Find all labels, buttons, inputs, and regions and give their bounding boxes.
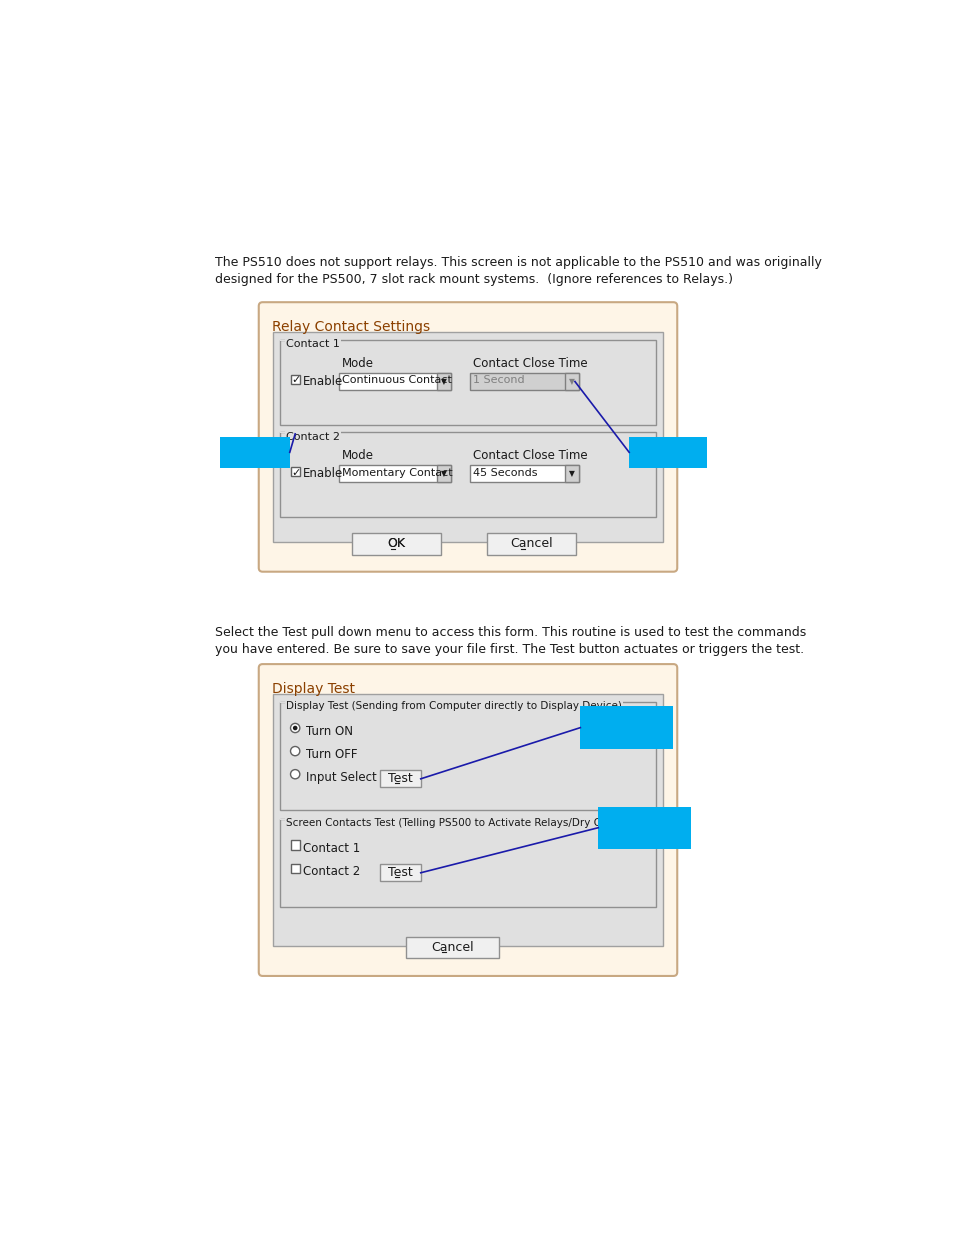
- Bar: [470, 466, 578, 483]
- Text: Display Test: Display Test: [272, 682, 355, 695]
- Text: Contact 2: Contact 2: [286, 431, 339, 442]
- Bar: [279, 701, 656, 810]
- Bar: [436, 466, 451, 483]
- Text: Turn ON: Turn ON: [306, 725, 353, 739]
- Circle shape: [291, 769, 299, 779]
- Bar: [274, 694, 661, 946]
- Bar: [629, 437, 706, 468]
- Bar: [579, 706, 673, 748]
- Bar: [279, 340, 656, 425]
- Text: Input Select: Input Select: [306, 771, 376, 784]
- Text: The PS510 does not support relays. This screen is not applicable to the PS510 an: The PS510 does not support relays. This …: [214, 256, 821, 269]
- Text: Contact 1: Contact 1: [303, 842, 360, 855]
- Circle shape: [293, 726, 297, 730]
- Bar: [564, 373, 578, 390]
- Text: Mode: Mode: [341, 450, 374, 462]
- FancyBboxPatch shape: [258, 303, 677, 572]
- Bar: [487, 534, 576, 555]
- Bar: [220, 437, 290, 468]
- Bar: [274, 332, 661, 542]
- Bar: [406, 936, 498, 958]
- Text: Cancel: Cancel: [431, 941, 474, 953]
- Text: Enable: Enable: [303, 374, 343, 388]
- Text: Continuous Contact: Continuous Contact: [341, 375, 451, 385]
- Text: Test: Test: [388, 772, 413, 785]
- Text: 1 Second: 1 Second: [473, 375, 524, 385]
- FancyBboxPatch shape: [258, 664, 677, 976]
- Text: Relay Contact Settings: Relay Contact Settings: [272, 320, 430, 333]
- Text: Display Test (Sending from Computer directly to Display Device): Display Test (Sending from Computer dire…: [286, 701, 621, 711]
- Text: Screen Contacts Test (Telling PS500 to Activate Relays/Dry Contacts): Screen Contacts Test (Telling PS500 to A…: [286, 818, 643, 829]
- Text: Enable: Enable: [303, 467, 343, 480]
- Bar: [279, 432, 656, 517]
- Bar: [291, 467, 299, 477]
- Circle shape: [291, 746, 299, 756]
- Text: you have entered. Be sure to save your file first. The Test button actuates or t: you have entered. Be sure to save your f…: [214, 642, 802, 656]
- Text: ▼: ▼: [568, 377, 575, 387]
- Text: Contact Close Time: Contact Close Time: [473, 450, 587, 462]
- Bar: [338, 466, 451, 483]
- Text: Contact 2: Contact 2: [303, 864, 360, 878]
- Text: 45 Seconds: 45 Seconds: [473, 468, 537, 478]
- Text: designed for the PS500, 7 slot rack mount systems.  (Ignore references to Relays: designed for the PS500, 7 slot rack moun…: [214, 273, 732, 287]
- Circle shape: [291, 724, 299, 732]
- Text: Turn OFF: Turn OFF: [306, 748, 357, 761]
- Text: Contact 1: Contact 1: [286, 340, 339, 350]
- Text: OK: OK: [387, 537, 405, 551]
- Text: ▼: ▼: [568, 469, 575, 478]
- Text: ▼: ▼: [440, 469, 446, 478]
- Text: OK: OK: [387, 537, 405, 551]
- Bar: [564, 466, 578, 483]
- Bar: [380, 771, 420, 787]
- Bar: [352, 534, 440, 555]
- Bar: [470, 373, 578, 390]
- Text: ✓: ✓: [291, 375, 300, 385]
- Bar: [436, 373, 451, 390]
- Bar: [279, 819, 656, 908]
- Bar: [291, 374, 299, 384]
- Bar: [291, 841, 299, 850]
- Text: Mode: Mode: [341, 357, 374, 369]
- Text: Momentary Contact: Momentary Contact: [341, 468, 452, 478]
- Bar: [380, 864, 420, 882]
- Bar: [291, 863, 299, 873]
- Text: Select the Test pull down menu to access this form. This routine is used to test: Select the Test pull down menu to access…: [214, 626, 805, 638]
- Text: ✓: ✓: [291, 468, 300, 478]
- Text: Contact Close Time: Contact Close Time: [473, 357, 587, 369]
- Text: ▼: ▼: [440, 377, 446, 387]
- Text: Cancel: Cancel: [510, 537, 553, 551]
- Bar: [338, 373, 451, 390]
- Bar: [598, 806, 691, 848]
- Text: Test: Test: [388, 866, 413, 879]
